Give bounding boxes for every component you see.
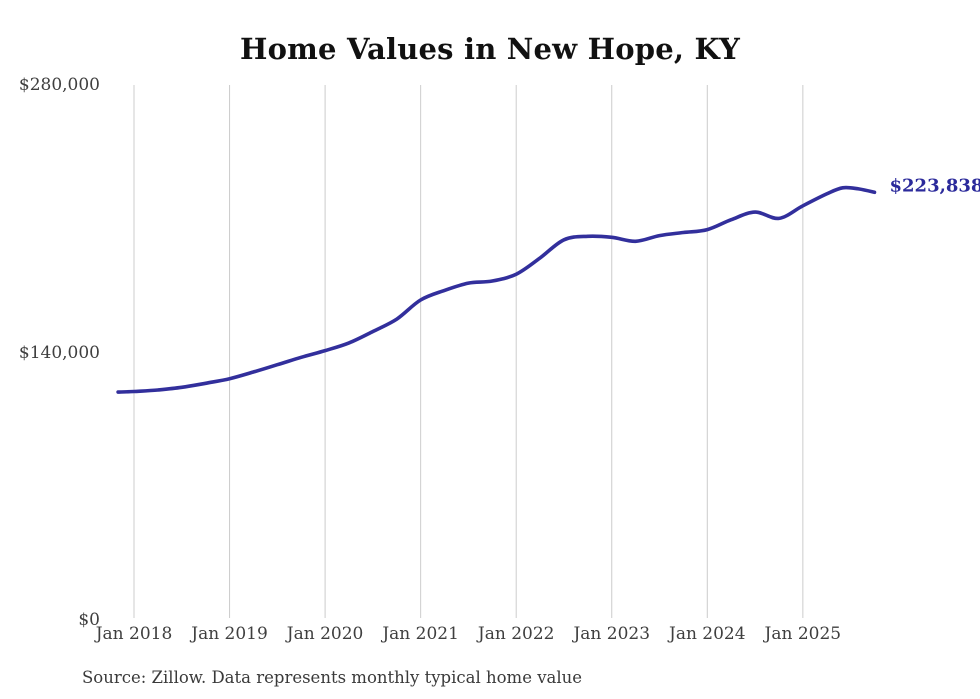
x-tick-label: Jan 2020 — [286, 624, 364, 644]
y-tick-label: $0 — [78, 610, 100, 630]
source-note: Source: Zillow. Data represents monthly … — [82, 668, 583, 687]
x-tick-label: Jan 2025 — [764, 624, 842, 644]
x-tick-label: Jan 2023 — [573, 624, 651, 644]
x-tick-label: Jan 2024 — [669, 624, 746, 644]
y-tick-label: $280,000 — [18, 75, 100, 95]
year-gridlines — [133, 85, 804, 618]
latest-value-label: $223,838 — [889, 175, 980, 197]
home-value-line — [116, 185, 877, 394]
chart-title: Home Values in New Hope, KY — [240, 32, 740, 66]
x-tick-label: Jan 2021 — [382, 624, 459, 644]
x-tick-label: Jan 2019 — [191, 624, 268, 644]
x-tick-label: Jan 2018 — [95, 624, 173, 644]
y-tick-label: $140,000 — [18, 342, 100, 363]
x-tick-label: Jan 2022 — [477, 624, 555, 644]
